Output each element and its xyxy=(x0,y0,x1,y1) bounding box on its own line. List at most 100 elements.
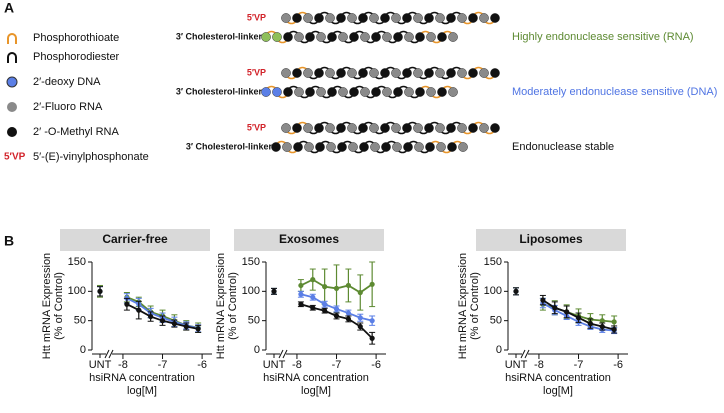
nucleotide xyxy=(303,123,313,133)
nucleotide xyxy=(304,142,314,152)
data-point xyxy=(587,321,593,327)
legend-text: 2′-Fluoro RNA xyxy=(33,101,103,113)
nucleotide xyxy=(281,68,291,78)
nucleotide xyxy=(272,32,282,42)
dna-icon xyxy=(6,76,18,88)
panel-label: B xyxy=(4,233,14,249)
data-point xyxy=(369,318,375,324)
nucleotide xyxy=(490,13,500,23)
y-label: Htt mRNA Expression xyxy=(41,253,53,359)
data-point xyxy=(333,306,340,312)
nucleotide xyxy=(424,123,434,133)
x-label: hsiRNA concentration xyxy=(505,372,611,384)
y-tick-label: 50 xyxy=(74,315,86,327)
nucleotide xyxy=(294,87,304,97)
nucleotide xyxy=(435,68,445,78)
phosphorodiester-icon xyxy=(7,52,17,63)
nucleotide xyxy=(393,87,403,97)
nucleotide xyxy=(457,68,467,78)
nucleotide xyxy=(349,32,359,42)
unt-point xyxy=(271,288,277,294)
axis-break xyxy=(278,349,284,359)
data-point xyxy=(322,301,328,307)
nucleotide xyxy=(336,13,346,23)
legend-text: 2′-deoxy DNA xyxy=(33,76,101,88)
data-point xyxy=(298,291,304,297)
nucleotide xyxy=(437,87,447,97)
nucleotide xyxy=(369,13,379,23)
nucleotide xyxy=(349,87,359,97)
unt-label: UNT xyxy=(263,359,286,371)
panel-label: A xyxy=(4,0,14,16)
data-point xyxy=(540,297,546,303)
nucleotide xyxy=(305,32,315,42)
nucleotide xyxy=(435,13,445,23)
nucleotide xyxy=(370,142,380,152)
data-point xyxy=(357,315,363,321)
y-tick-label: 100 xyxy=(242,285,260,297)
nucleotide xyxy=(415,32,425,42)
data-point xyxy=(357,289,363,296)
data-point xyxy=(345,316,351,322)
phosphorothioate-icon xyxy=(7,33,17,44)
vp-label: 5′VP xyxy=(247,67,266,77)
x-tick-label: -8 xyxy=(534,359,544,371)
nucleotide xyxy=(348,142,358,152)
nucleotide xyxy=(371,32,381,42)
nucleotide xyxy=(314,123,324,133)
nucleotide xyxy=(338,32,348,42)
nucleotide xyxy=(468,123,478,133)
nucleotide xyxy=(347,123,357,133)
nucleotide xyxy=(393,32,403,42)
y-label: (% of Control) xyxy=(469,272,481,340)
nucleotide xyxy=(360,32,370,42)
data-point xyxy=(575,315,582,321)
nucleotide xyxy=(281,123,291,133)
nucleotide xyxy=(391,68,401,78)
data-point xyxy=(345,310,351,316)
data-point xyxy=(136,307,142,313)
title-box xyxy=(234,229,384,251)
nucleotide xyxy=(382,32,392,42)
legend-text: Phosphorothioate xyxy=(33,32,119,44)
title-box xyxy=(476,229,626,251)
linker-label: 3′ Cholesterol-linker xyxy=(176,31,263,41)
nucleotide xyxy=(347,13,357,23)
nucleotide xyxy=(283,87,293,97)
chart-title: Liposomes xyxy=(519,232,583,246)
data-point xyxy=(345,282,351,289)
nucleotide xyxy=(359,142,369,152)
data-point xyxy=(322,284,328,290)
linker-label: 3′ Cholesterol-linker xyxy=(176,86,263,96)
nucleotide xyxy=(414,142,424,152)
nucleotide xyxy=(261,87,271,97)
description: Highly endonuclease sensitive (RNA) xyxy=(512,31,694,43)
x-label: log[M] xyxy=(543,385,573,397)
nucleotide xyxy=(436,142,446,152)
nucleotide xyxy=(380,13,390,23)
nucleotide xyxy=(446,13,456,23)
y-label: (% of Control) xyxy=(227,272,239,340)
x-tick-label: -8 xyxy=(118,359,128,371)
axis-break xyxy=(282,349,288,359)
nucleotide xyxy=(327,32,337,42)
fluoro-icon xyxy=(7,102,17,112)
nucleotide xyxy=(305,87,315,97)
nucleotide xyxy=(327,87,337,97)
nucleotide xyxy=(272,87,282,97)
data-point xyxy=(564,309,570,315)
nucleotide xyxy=(424,68,434,78)
nucleotide xyxy=(415,87,425,97)
x-tick-label: -6 xyxy=(613,359,623,371)
nucleotide xyxy=(404,32,414,42)
y-tick-label: 100 xyxy=(484,285,502,297)
nucleotide xyxy=(369,68,379,78)
nucleotide xyxy=(358,123,368,133)
data-point xyxy=(183,323,189,330)
nucleotide xyxy=(293,142,303,152)
nucleotide xyxy=(380,68,390,78)
nucleotide xyxy=(325,13,335,23)
nucleotide xyxy=(380,123,390,133)
unt-point xyxy=(513,288,519,294)
data-point xyxy=(298,301,304,307)
